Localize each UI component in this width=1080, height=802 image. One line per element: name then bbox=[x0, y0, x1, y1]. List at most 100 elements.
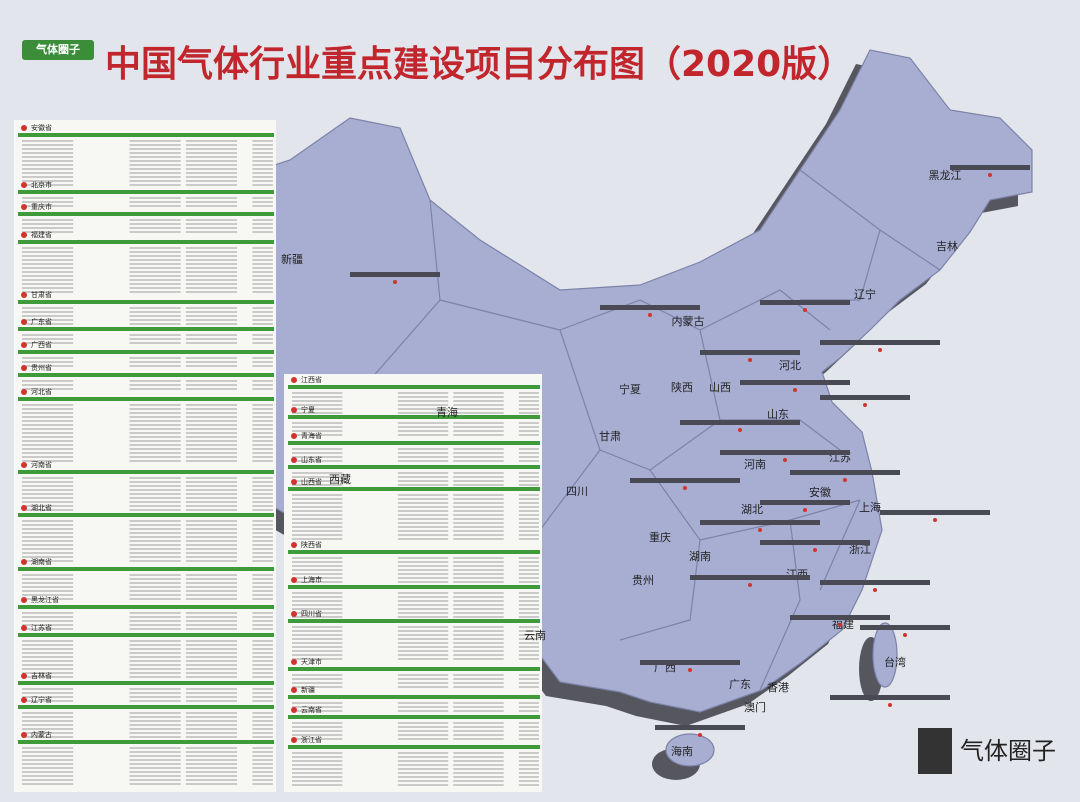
section-heading: 北京市 bbox=[31, 180, 52, 189]
middle-table bbox=[284, 374, 542, 792]
section-bar bbox=[18, 605, 274, 609]
section-heading: 山西省 bbox=[301, 477, 322, 486]
project-callout bbox=[760, 500, 850, 505]
project-pin bbox=[803, 308, 807, 312]
pin-icon bbox=[21, 182, 27, 188]
pin-icon bbox=[21, 232, 27, 238]
pin-icon bbox=[21, 319, 27, 325]
pin-icon bbox=[21, 389, 27, 395]
left-table bbox=[14, 120, 276, 792]
project-callout bbox=[680, 420, 800, 425]
logo-badge bbox=[22, 40, 94, 60]
region-label: 山东 bbox=[767, 408, 789, 421]
section-bar bbox=[18, 133, 274, 137]
project-pin bbox=[838, 623, 842, 627]
region-label: 香港 bbox=[767, 681, 789, 694]
pin-icon bbox=[291, 659, 297, 665]
region-label: 内蒙古 bbox=[672, 314, 705, 328]
section-heading: 青海省 bbox=[301, 431, 322, 440]
section-bar bbox=[288, 667, 540, 671]
project-callout bbox=[700, 520, 820, 525]
project-callout bbox=[740, 380, 850, 385]
pin-icon bbox=[291, 577, 297, 583]
pin-icon bbox=[21, 559, 27, 565]
section-bar bbox=[18, 373, 274, 377]
project-callout bbox=[690, 575, 810, 580]
section-heading: 陕西省 bbox=[301, 540, 322, 549]
section-heading: 安徽省 bbox=[31, 123, 52, 132]
section-heading: 福建省 bbox=[31, 230, 52, 239]
pin-icon bbox=[291, 457, 297, 463]
title: 中国气体行业重点建设项目分布图（2020版） bbox=[105, 44, 853, 85]
region-label: 四川 bbox=[566, 485, 588, 498]
project-callout bbox=[655, 725, 745, 730]
project-pin bbox=[888, 703, 892, 707]
project-pin bbox=[748, 583, 752, 587]
map-land bbox=[149, 49, 1033, 767]
pin-icon bbox=[21, 673, 27, 679]
region-label: 澳门 bbox=[744, 700, 766, 714]
pin-icon bbox=[291, 433, 297, 439]
region-label: 西藏 bbox=[329, 473, 351, 486]
region-label: 黑龙江 bbox=[929, 169, 962, 182]
section-heading: 湖南省 bbox=[31, 557, 52, 566]
region-label: 广东 bbox=[729, 678, 751, 691]
section-bar bbox=[18, 240, 274, 244]
region-label: 上海 bbox=[859, 500, 881, 514]
region-label: 安徽 bbox=[809, 485, 831, 499]
section-heading: 湖北省 bbox=[31, 503, 52, 512]
project-pin bbox=[878, 348, 882, 352]
project-callout bbox=[790, 615, 890, 620]
project-pin bbox=[683, 486, 687, 490]
section-bar bbox=[18, 212, 274, 216]
pin-icon bbox=[21, 365, 27, 371]
section-heading: 广东省 bbox=[31, 317, 52, 326]
section-bar bbox=[288, 415, 540, 419]
section-bar bbox=[18, 327, 274, 331]
project-callout bbox=[600, 305, 700, 310]
section-bar bbox=[18, 397, 274, 401]
project-pin bbox=[758, 528, 762, 532]
section-heading: 重庆市 bbox=[31, 202, 52, 211]
region-label: 重庆 bbox=[649, 530, 671, 544]
pin-icon bbox=[21, 732, 27, 738]
project-pin bbox=[863, 403, 867, 407]
section-bar bbox=[288, 695, 540, 699]
section-bar bbox=[18, 633, 274, 637]
section-heading: 甘肃省 bbox=[31, 290, 52, 299]
section-bar bbox=[18, 300, 274, 304]
region-label: 陕西 bbox=[671, 380, 693, 394]
project-pin bbox=[873, 588, 877, 592]
section-bar bbox=[18, 740, 274, 744]
project-callout bbox=[860, 625, 950, 630]
pin-icon bbox=[21, 597, 27, 603]
pin-icon bbox=[291, 479, 297, 485]
pin-icon bbox=[21, 697, 27, 703]
region-label: 山西 bbox=[709, 381, 731, 394]
pin-icon bbox=[21, 125, 27, 131]
region-label: 福建 bbox=[832, 617, 854, 631]
project-pin bbox=[648, 313, 652, 317]
pin-icon bbox=[21, 292, 27, 298]
project-pin bbox=[783, 458, 787, 462]
pin-icon bbox=[291, 707, 297, 713]
section-heading: 黑龙江省 bbox=[31, 595, 59, 604]
section-heading: 河南省 bbox=[31, 460, 52, 469]
section-heading: 上海市 bbox=[301, 575, 322, 584]
pin-icon bbox=[291, 737, 297, 743]
qr-code bbox=[918, 728, 952, 774]
region-label: 青海 bbox=[436, 405, 458, 419]
project-callout bbox=[760, 300, 850, 305]
pin-icon bbox=[21, 625, 27, 631]
pin-icon bbox=[21, 204, 27, 210]
region-label: 河南 bbox=[744, 458, 766, 471]
region-label: 贵州 bbox=[632, 574, 654, 587]
project-callout bbox=[350, 272, 440, 277]
section-bar bbox=[288, 619, 540, 623]
region-label: 云南 bbox=[524, 629, 546, 642]
region-label: 辽宁 bbox=[854, 287, 876, 301]
region-label: 宁夏 bbox=[619, 382, 641, 396]
section-heading: 江苏省 bbox=[31, 623, 52, 632]
